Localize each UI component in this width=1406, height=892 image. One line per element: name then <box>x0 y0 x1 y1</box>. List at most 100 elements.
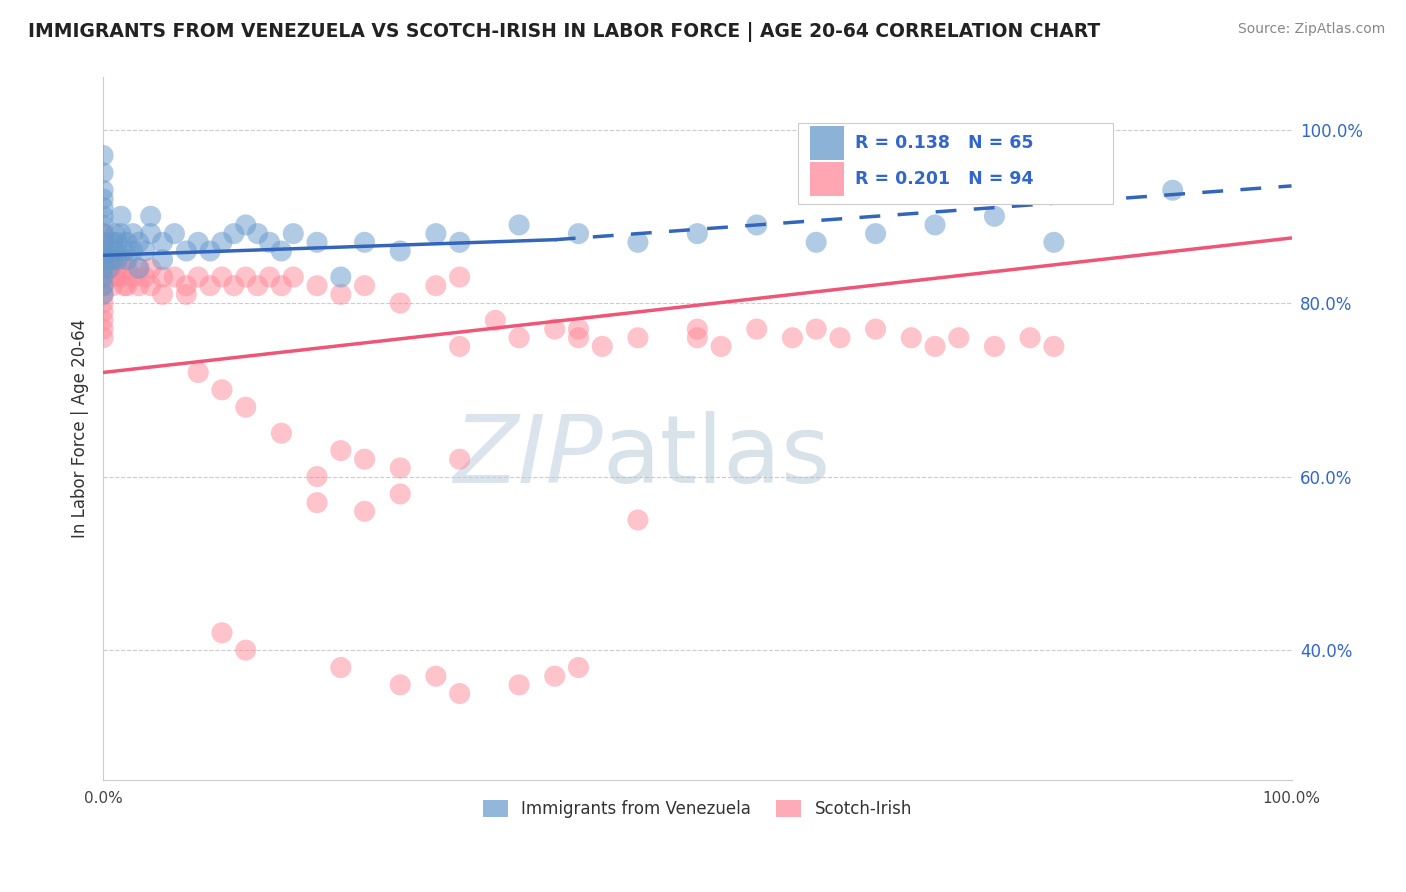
Point <box>270 244 292 258</box>
Point <box>176 278 198 293</box>
Point <box>544 322 567 336</box>
Point <box>353 278 375 293</box>
Point <box>389 244 412 258</box>
Bar <box>810 162 844 196</box>
Point <box>305 235 328 250</box>
Point <box>105 252 128 267</box>
Point <box>283 270 305 285</box>
Point <box>91 148 114 162</box>
Point <box>152 235 174 250</box>
Point <box>91 227 114 241</box>
Point <box>389 461 412 475</box>
Point <box>865 227 887 241</box>
Point <box>121 227 143 241</box>
Point <box>745 322 768 336</box>
Text: Source: ZipAtlas.com: Source: ZipAtlas.com <box>1237 22 1385 37</box>
Point <box>91 270 114 285</box>
Text: R = 0.201   N = 94: R = 0.201 N = 94 <box>855 170 1033 188</box>
Point <box>283 227 305 241</box>
Point <box>948 331 970 345</box>
Point <box>449 270 471 285</box>
Point <box>983 209 1005 223</box>
Point <box>508 678 530 692</box>
Point <box>139 278 162 293</box>
Point <box>115 252 138 267</box>
FancyBboxPatch shape <box>799 123 1114 204</box>
Point <box>98 252 121 267</box>
Point <box>91 192 114 206</box>
Point <box>101 235 124 250</box>
Point <box>187 366 209 380</box>
Text: ZIP: ZIP <box>453 411 602 502</box>
Point <box>187 235 209 250</box>
Point <box>101 278 124 293</box>
Point <box>121 270 143 285</box>
Point <box>828 331 851 345</box>
Point <box>484 313 506 327</box>
Text: R = 0.138   N = 65: R = 0.138 N = 65 <box>855 134 1033 152</box>
Point <box>98 244 121 258</box>
Point <box>425 278 447 293</box>
Point <box>686 331 709 345</box>
Point <box>139 261 162 276</box>
Point <box>449 452 471 467</box>
Point <box>91 218 114 232</box>
Point <box>270 426 292 441</box>
Point <box>128 261 150 276</box>
Text: IMMIGRANTS FROM VENEZUELA VS SCOTCH-IRISH IN LABOR FORCE | AGE 20-64 CORRELATION: IMMIGRANTS FROM VENEZUELA VS SCOTCH-IRIS… <box>28 22 1101 42</box>
Point <box>211 625 233 640</box>
Point <box>389 678 412 692</box>
Point <box>104 270 127 285</box>
Point <box>211 383 233 397</box>
Point <box>235 218 257 232</box>
Point <box>91 261 114 276</box>
Point <box>110 227 132 241</box>
Point <box>115 235 138 250</box>
Point <box>259 270 281 285</box>
Point <box>235 270 257 285</box>
Point <box>115 261 138 276</box>
Point <box>91 166 114 180</box>
Point <box>105 235 128 250</box>
Point <box>104 227 127 241</box>
Point <box>983 339 1005 353</box>
Point <box>211 235 233 250</box>
Point <box>134 270 156 285</box>
Point <box>91 209 114 223</box>
Point <box>425 669 447 683</box>
Point <box>449 686 471 700</box>
Point <box>924 339 946 353</box>
Point <box>686 322 709 336</box>
Point <box>152 270 174 285</box>
Point <box>91 261 114 276</box>
Point <box>91 287 114 301</box>
Point <box>163 270 186 285</box>
Point <box>110 252 132 267</box>
Point <box>105 261 128 276</box>
Point <box>924 218 946 232</box>
Point <box>305 495 328 509</box>
Point <box>627 331 650 345</box>
Point <box>900 331 922 345</box>
Point <box>187 270 209 285</box>
Point <box>91 304 114 318</box>
Point <box>329 287 352 301</box>
Point <box>329 270 352 285</box>
Point <box>115 278 138 293</box>
Point <box>91 270 114 285</box>
Point <box>591 339 613 353</box>
Legend: Immigrants from Venezuela, Scotch-Irish: Immigrants from Venezuela, Scotch-Irish <box>477 793 918 825</box>
Point <box>353 452 375 467</box>
Point <box>104 252 127 267</box>
Point <box>152 252 174 267</box>
Point <box>91 322 114 336</box>
Point <box>91 278 114 293</box>
Point <box>222 227 245 241</box>
Point <box>91 244 114 258</box>
Point <box>121 244 143 258</box>
Point <box>627 235 650 250</box>
Point <box>222 278 245 293</box>
Point <box>389 487 412 501</box>
Point <box>198 278 221 293</box>
Point <box>91 331 114 345</box>
